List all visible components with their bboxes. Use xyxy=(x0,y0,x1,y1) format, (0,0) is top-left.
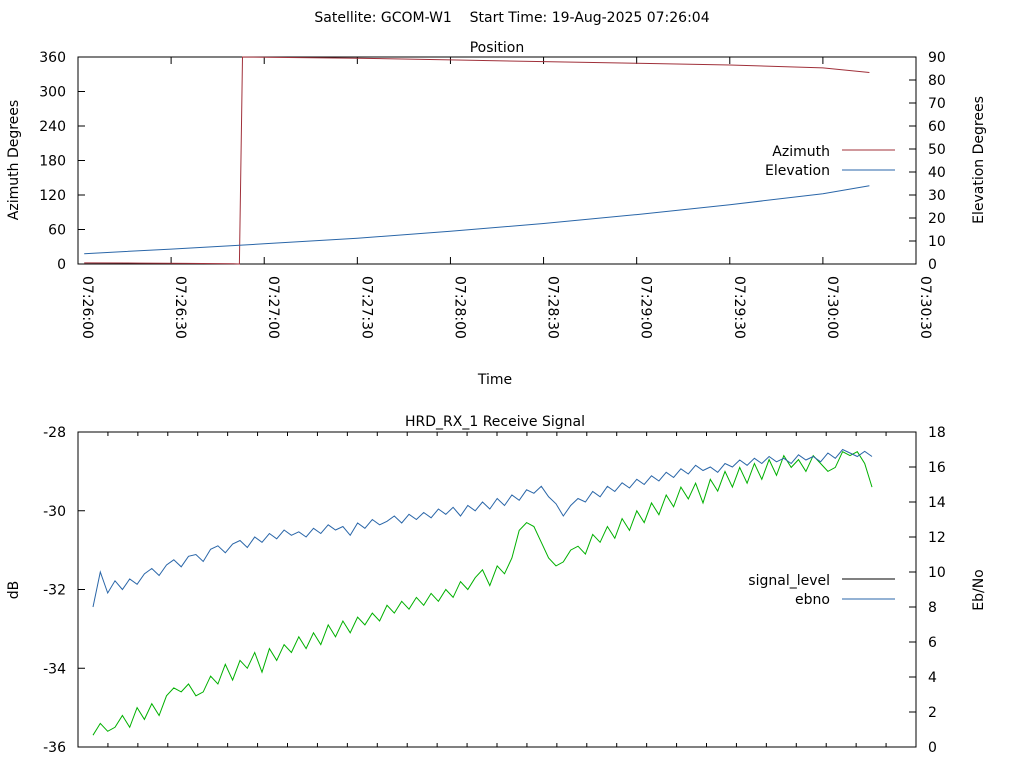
position-ticks: 0 60 120 180 240 300 360 0 10 20 30 40 50 60 70 80 90 07:… xyxy=(39,50,946,339)
ebno-tick-label: 10 xyxy=(928,565,946,581)
ebno-tick-label: 4 xyxy=(928,670,937,686)
db-tick-label: -36 xyxy=(43,740,66,756)
ebno-tick-label: 0 xyxy=(928,740,937,756)
position-chart-title: Position xyxy=(470,40,525,56)
azimuth-tick-label: 240 xyxy=(39,119,66,135)
elevation-tick-label: 10 xyxy=(928,234,946,250)
signal-chart-title: HRD_RX_1 Receive Signal xyxy=(405,414,585,430)
position-chart: Position 0 60 120 180 240 300 360 0 10 20 30 40 50 60… xyxy=(6,40,987,388)
elevation-tick-label: 60 xyxy=(928,119,946,135)
azimuth-tick-label: 60 xyxy=(48,223,66,239)
time-axis-label: Time xyxy=(477,372,512,388)
elevation-tick-label: 70 xyxy=(928,96,946,112)
ebno-tick-label: 18 xyxy=(928,425,946,441)
elevation-tick-label: 30 xyxy=(928,188,946,204)
azimuth-tick-label: 300 xyxy=(39,85,66,101)
azimuth-tick-label: 0 xyxy=(57,257,66,273)
signal-series xyxy=(92,448,873,736)
elevation-series-line xyxy=(84,185,870,255)
azimuth-tick-label: 120 xyxy=(39,188,66,204)
azimuth-axis-label: Azimuth Degrees xyxy=(6,100,22,220)
elevation-tick-label: 80 xyxy=(928,73,946,89)
page-title: Satellite: GCOM-W1 Start Time: 19-Aug-20… xyxy=(314,10,709,26)
receive-signal-chart: HRD_RX_1 Receive Signal -36 -34 -32 -30 -28 0… xyxy=(6,414,987,756)
time-tick-label: 07:26:00 xyxy=(79,276,95,339)
elevation-tick-label: 0 xyxy=(928,257,937,273)
ebno-tick-label: 16 xyxy=(928,460,946,476)
legend-signal-level-label: signal_level xyxy=(748,573,830,589)
elevation-tick-label: 50 xyxy=(928,142,946,158)
azimuth-tick-label: 180 xyxy=(39,154,66,170)
ebno-tick-label: 6 xyxy=(928,635,937,651)
elevation-tick-label: 20 xyxy=(928,211,946,227)
legend-azimuth-label: Azimuth xyxy=(772,144,830,160)
ebno-tick-label: 8 xyxy=(928,600,937,616)
legend-elevation-label: Elevation xyxy=(765,163,830,179)
time-tick-label: 07:27:00 xyxy=(265,276,281,339)
time-tick-label: 07:26:30 xyxy=(172,276,188,339)
time-tick-label: 07:28:30 xyxy=(545,276,561,339)
db-tick-label: -28 xyxy=(43,425,66,441)
azimuth-series-line xyxy=(84,56,870,265)
ebno-series-line xyxy=(92,448,873,608)
time-tick-label: 07:28:00 xyxy=(451,276,467,339)
position-legend: Azimuth Elevation xyxy=(765,144,895,179)
time-tick-label: 07:30:30 xyxy=(917,276,933,339)
legend-ebno-label: ebno xyxy=(795,592,830,608)
time-tick-label: 07:29:00 xyxy=(638,276,654,339)
signal-legend: signal_level ebno xyxy=(748,573,895,608)
db-axis-label: dB xyxy=(6,581,22,600)
signal-ticks: -36 -34 -32 -30 -28 0 2 4 6 8 10 12 14 16 18 xyxy=(43,425,946,756)
time-tick-label: 07:30:00 xyxy=(824,276,840,339)
db-tick-label: -30 xyxy=(43,504,66,520)
ebno-axis-label: Eb/No xyxy=(971,569,987,611)
elevation-tick-label: 40 xyxy=(928,165,946,181)
ebno-tick-label: 14 xyxy=(928,495,946,511)
time-tick-label: 07:29:30 xyxy=(731,276,747,339)
time-tick-label: 07:27:30 xyxy=(358,276,374,339)
azimuth-tick-label: 360 xyxy=(39,50,66,66)
signal-level-series-line xyxy=(92,451,873,736)
elevation-tick-label: 90 xyxy=(928,50,946,66)
ebno-tick-label: 12 xyxy=(928,530,946,546)
position-plot-frame xyxy=(77,56,917,265)
db-tick-label: -34 xyxy=(43,661,66,677)
db-tick-label: -32 xyxy=(43,583,66,599)
position-series xyxy=(84,56,870,265)
signal-plot-frame xyxy=(77,431,917,748)
ebno-tick-label: 2 xyxy=(928,705,937,721)
elevation-axis-label: Elevation Degrees xyxy=(971,96,987,224)
